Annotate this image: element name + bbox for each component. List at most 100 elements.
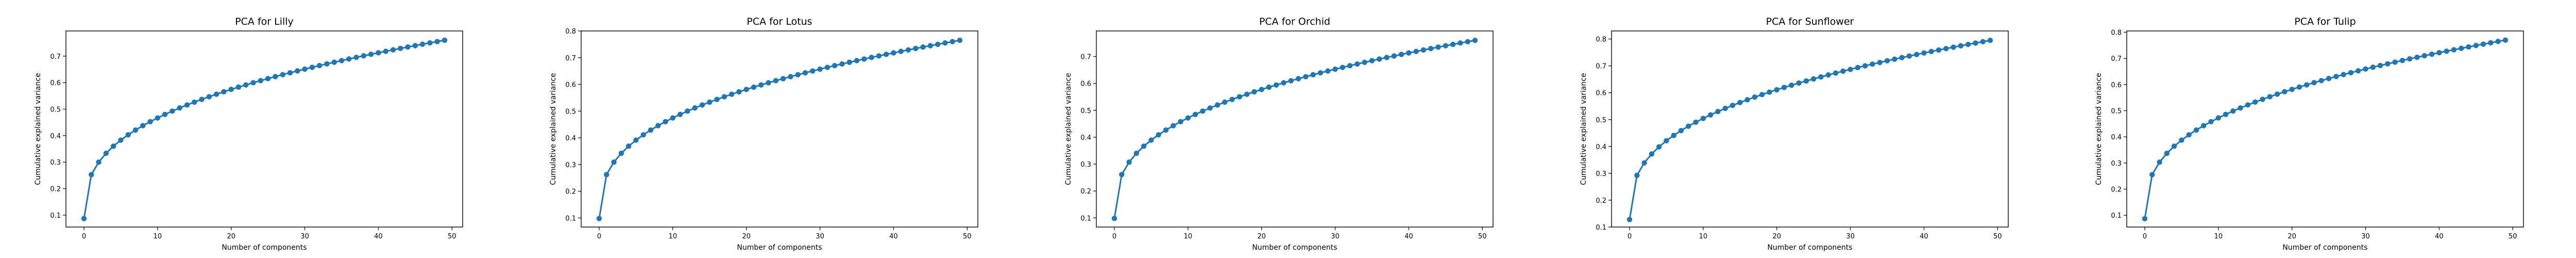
data-point	[2252, 99, 2258, 105]
data-point	[611, 159, 617, 165]
data-point	[1877, 59, 1883, 66]
data-point	[714, 96, 720, 102]
data-point	[1671, 133, 1676, 138]
data-point	[1156, 132, 1161, 138]
chart-panel: 0 10 20 30 40 50 0.1 0.2 0.3 0.4 0.5 0.6 0.7 0.8 PCA f…	[1580, 16, 2009, 252]
y-tick-label: 0.2	[1080, 188, 1091, 196]
data-point	[1384, 55, 1389, 60]
y-tick-label: 0.7	[1080, 54, 1091, 61]
data-point	[2318, 77, 2325, 84]
y-tick-label: 0.2	[1596, 197, 1606, 205]
data-point	[1700, 116, 1706, 121]
data-point	[2466, 44, 2471, 50]
data-point	[1229, 96, 1235, 102]
data-point	[1274, 82, 1279, 88]
data-point	[1781, 85, 1787, 90]
data-point	[89, 172, 94, 178]
data-point	[802, 70, 808, 76]
data-point	[1818, 74, 1824, 80]
data-point	[1833, 70, 1839, 76]
data-point	[869, 55, 874, 60]
data-point	[1656, 144, 1662, 150]
data-point	[2157, 159, 2162, 165]
data-point	[1678, 127, 1684, 134]
data-point	[1171, 123, 1176, 128]
data-point	[1892, 56, 1897, 62]
data-point	[942, 40, 948, 46]
y-tick-label: 0.3	[2111, 160, 2122, 168]
plot-frame	[1096, 30, 1494, 228]
data-point	[876, 53, 882, 59]
data-point	[670, 115, 676, 121]
data-point	[147, 119, 153, 124]
data-point	[2193, 127, 2199, 133]
data-point	[1936, 47, 1942, 53]
x-tick-label: 30	[300, 233, 309, 240]
data-point	[1715, 109, 1721, 115]
data-point	[125, 132, 131, 138]
data-point	[1737, 100, 1743, 105]
data-point	[1465, 39, 1470, 45]
chart-title: PCA for Tulip	[2294, 16, 2355, 27]
data-point	[2326, 75, 2332, 82]
y-tick-label: 0.7	[2111, 55, 2122, 63]
data-point	[2429, 51, 2435, 57]
data-point	[2311, 80, 2317, 86]
x-tick-label: 10	[669, 233, 677, 240]
data-point	[1369, 58, 1375, 63]
data-point	[788, 74, 793, 79]
x-tick-label: 0	[82, 233, 86, 240]
data-point	[287, 70, 293, 76]
plot-frame	[581, 30, 978, 228]
x-tick-label: 20	[1257, 233, 1266, 240]
x-tick-label: 50	[2509, 233, 2517, 240]
data-point	[228, 87, 234, 92]
data-point	[2341, 72, 2346, 77]
y-tick-label: 0.6	[1080, 80, 1091, 88]
data-point	[905, 47, 911, 53]
data-point	[302, 66, 308, 72]
data-point	[419, 41, 426, 47]
data-point	[2142, 216, 2148, 221]
data-point	[685, 108, 690, 114]
chart-panel: 0 10 20 30 40 50 0.1 0.2 0.3 0.4 0.5 0.6 0.7 PCA for …	[1064, 16, 1494, 252]
y-tick-label: 0.3	[565, 162, 576, 169]
y-tick-label: 0.6	[50, 79, 61, 87]
data-point	[2414, 54, 2420, 60]
data-point	[132, 127, 139, 133]
data-point	[1362, 59, 1367, 65]
data-point	[184, 102, 190, 108]
data-point	[250, 80, 256, 86]
data-point	[1391, 53, 1397, 59]
y-tick-label: 0.5	[1596, 117, 1606, 124]
data-point	[206, 94, 212, 100]
data-point	[766, 80, 771, 86]
data-point	[1435, 44, 1441, 50]
data-point	[2407, 56, 2413, 62]
data-point	[434, 39, 440, 44]
x-axis-label: Number of components	[1252, 244, 1337, 252]
x-tick-label: 10	[1699, 233, 1708, 240]
y-axis-label: Cumulative explained variance	[2095, 73, 2103, 185]
y-tick-label: 0.8	[565, 28, 576, 36]
data-point	[655, 123, 661, 128]
data-point	[1281, 80, 1286, 86]
y-tick-label: 0.1	[1080, 215, 1091, 222]
data-point	[1185, 115, 1191, 121]
data-point	[1259, 87, 1264, 92]
data-point	[2444, 49, 2449, 54]
x-tick-label: 40	[2435, 233, 2444, 240]
data-point	[103, 150, 109, 156]
data-point	[1928, 49, 1934, 55]
data-point	[2392, 59, 2398, 65]
x-tick-label: 30	[1331, 233, 1340, 240]
data-point	[442, 37, 448, 43]
data-point	[162, 111, 168, 117]
data-point	[1626, 217, 1633, 222]
y-tick-label: 0.2	[565, 188, 576, 196]
data-point	[861, 56, 867, 62]
data-point	[839, 61, 845, 67]
data-point	[1958, 43, 1964, 49]
y-tick-label: 0.4	[1596, 143, 1606, 151]
x-axis-label: Number of components	[222, 244, 307, 252]
